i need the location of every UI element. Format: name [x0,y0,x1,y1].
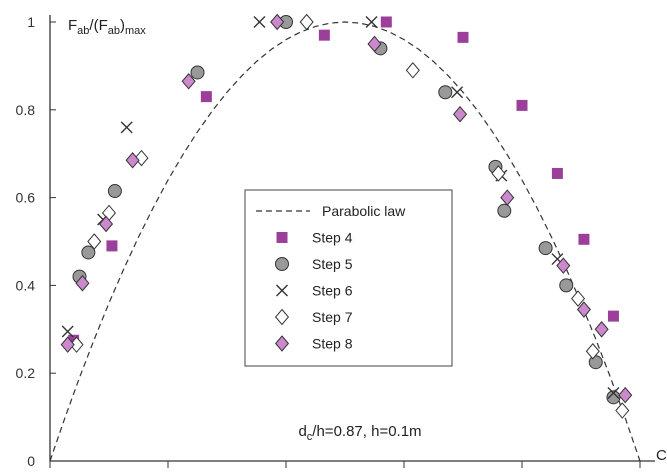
step-8-point [556,257,571,274]
y-ticks: 0 0.2 0.4 0.6 0.8 1 [16,14,56,469]
step-8-point [60,336,75,353]
step-8-point [500,189,515,206]
step-4-point [200,91,212,103]
annotation: dc/h=0.87, h=0.1m [298,423,421,443]
step-8-point [367,35,382,53]
step-6-point [61,325,74,338]
step-6-point [365,16,378,28]
step-4-point [516,99,528,111]
step-4-point [380,16,392,28]
legend-label: Parabolic law [322,203,406,219]
legend-label: Step 8 [312,336,353,352]
legend-label: Step 6 [312,283,353,299]
legend-item-step-5: Step 5 [275,256,353,272]
step-5-point [438,85,453,100]
cross-stroke [365,16,378,28]
y-tick-label: 0.4 [16,277,36,293]
step-5-point [606,390,621,405]
legend-label: Step 5 [312,256,353,272]
step-4-point [607,310,619,322]
step-7-point [615,402,630,419]
legend-box [244,189,453,367]
y-tick-label: 0.6 [16,190,36,206]
step-5-point [538,241,553,256]
step-8-point [99,215,114,233]
cross-stroke [253,16,266,28]
legend-label: Step 4 [312,230,353,246]
step-7-point [299,13,314,31]
step-6-point [451,86,464,99]
step-5-point [588,355,603,370]
y-tick-label: 0.8 [16,102,36,118]
x-ticks [49,461,641,468]
step-8-point [618,386,633,404]
legend-swatch [276,284,288,297]
legend-swatch [274,335,290,352]
legend-item-step-8: Step 8 [274,335,353,352]
legend-swatch [276,232,288,243]
step-8-point [453,105,468,123]
step-8-point [75,274,90,292]
step-8-point [594,321,609,338]
step-8-point [181,72,196,90]
x-axis-label: C [656,447,667,464]
data-points [60,13,633,419]
step-8-point [125,152,140,169]
step-5-point [81,245,96,260]
legend-label: Step 7 [312,309,353,325]
step-5-point [107,184,122,199]
legend-swatch [274,308,290,326]
cross-stroke [61,325,74,338]
cross-stroke [120,121,133,134]
step-5-point [190,65,205,80]
step-4-point [318,29,330,41]
axes [49,15,655,462]
cross-stroke [451,86,464,99]
step-4-point [551,167,563,179]
legend-item-step-7: Step 7 [274,308,353,326]
step-8-point [576,301,591,318]
parabolic-law-line [49,21,641,462]
legend-item-step-6: Step 6 [276,283,353,299]
y-tick-label: 0.2 [16,365,36,381]
parabolic-curve-layer [49,21,641,462]
step-7-point [405,62,420,79]
cross-stroke [551,253,564,266]
step-6-point [253,16,266,28]
legend-item-step-4: Step 4 [276,230,353,246]
step-5-point [559,278,574,293]
step-7-point [571,290,586,307]
step-7-point [491,165,506,182]
legend-swatch [275,257,289,271]
cross-stroke [607,386,620,399]
step-6-point [120,121,133,134]
step-4-point [457,31,469,43]
step-7-point [585,342,600,360]
step-4-point [106,240,118,252]
y-axis-label: Fab/(Fab)max [68,17,146,37]
cross-stroke [276,284,288,297]
step-7-point [87,233,102,250]
step-8-point [270,13,285,31]
step-6-point [607,386,620,399]
y-tick-label: 1 [27,14,35,30]
legend-item-parabolic-law: Parabolic law [256,203,406,219]
legend: Parabolic law Step 4 Step 5 Step 6 Step 7 Ste… [244,189,453,367]
step-4-point [578,233,590,245]
step-5-point [497,203,512,218]
y-tick-label: 0 [27,453,35,469]
